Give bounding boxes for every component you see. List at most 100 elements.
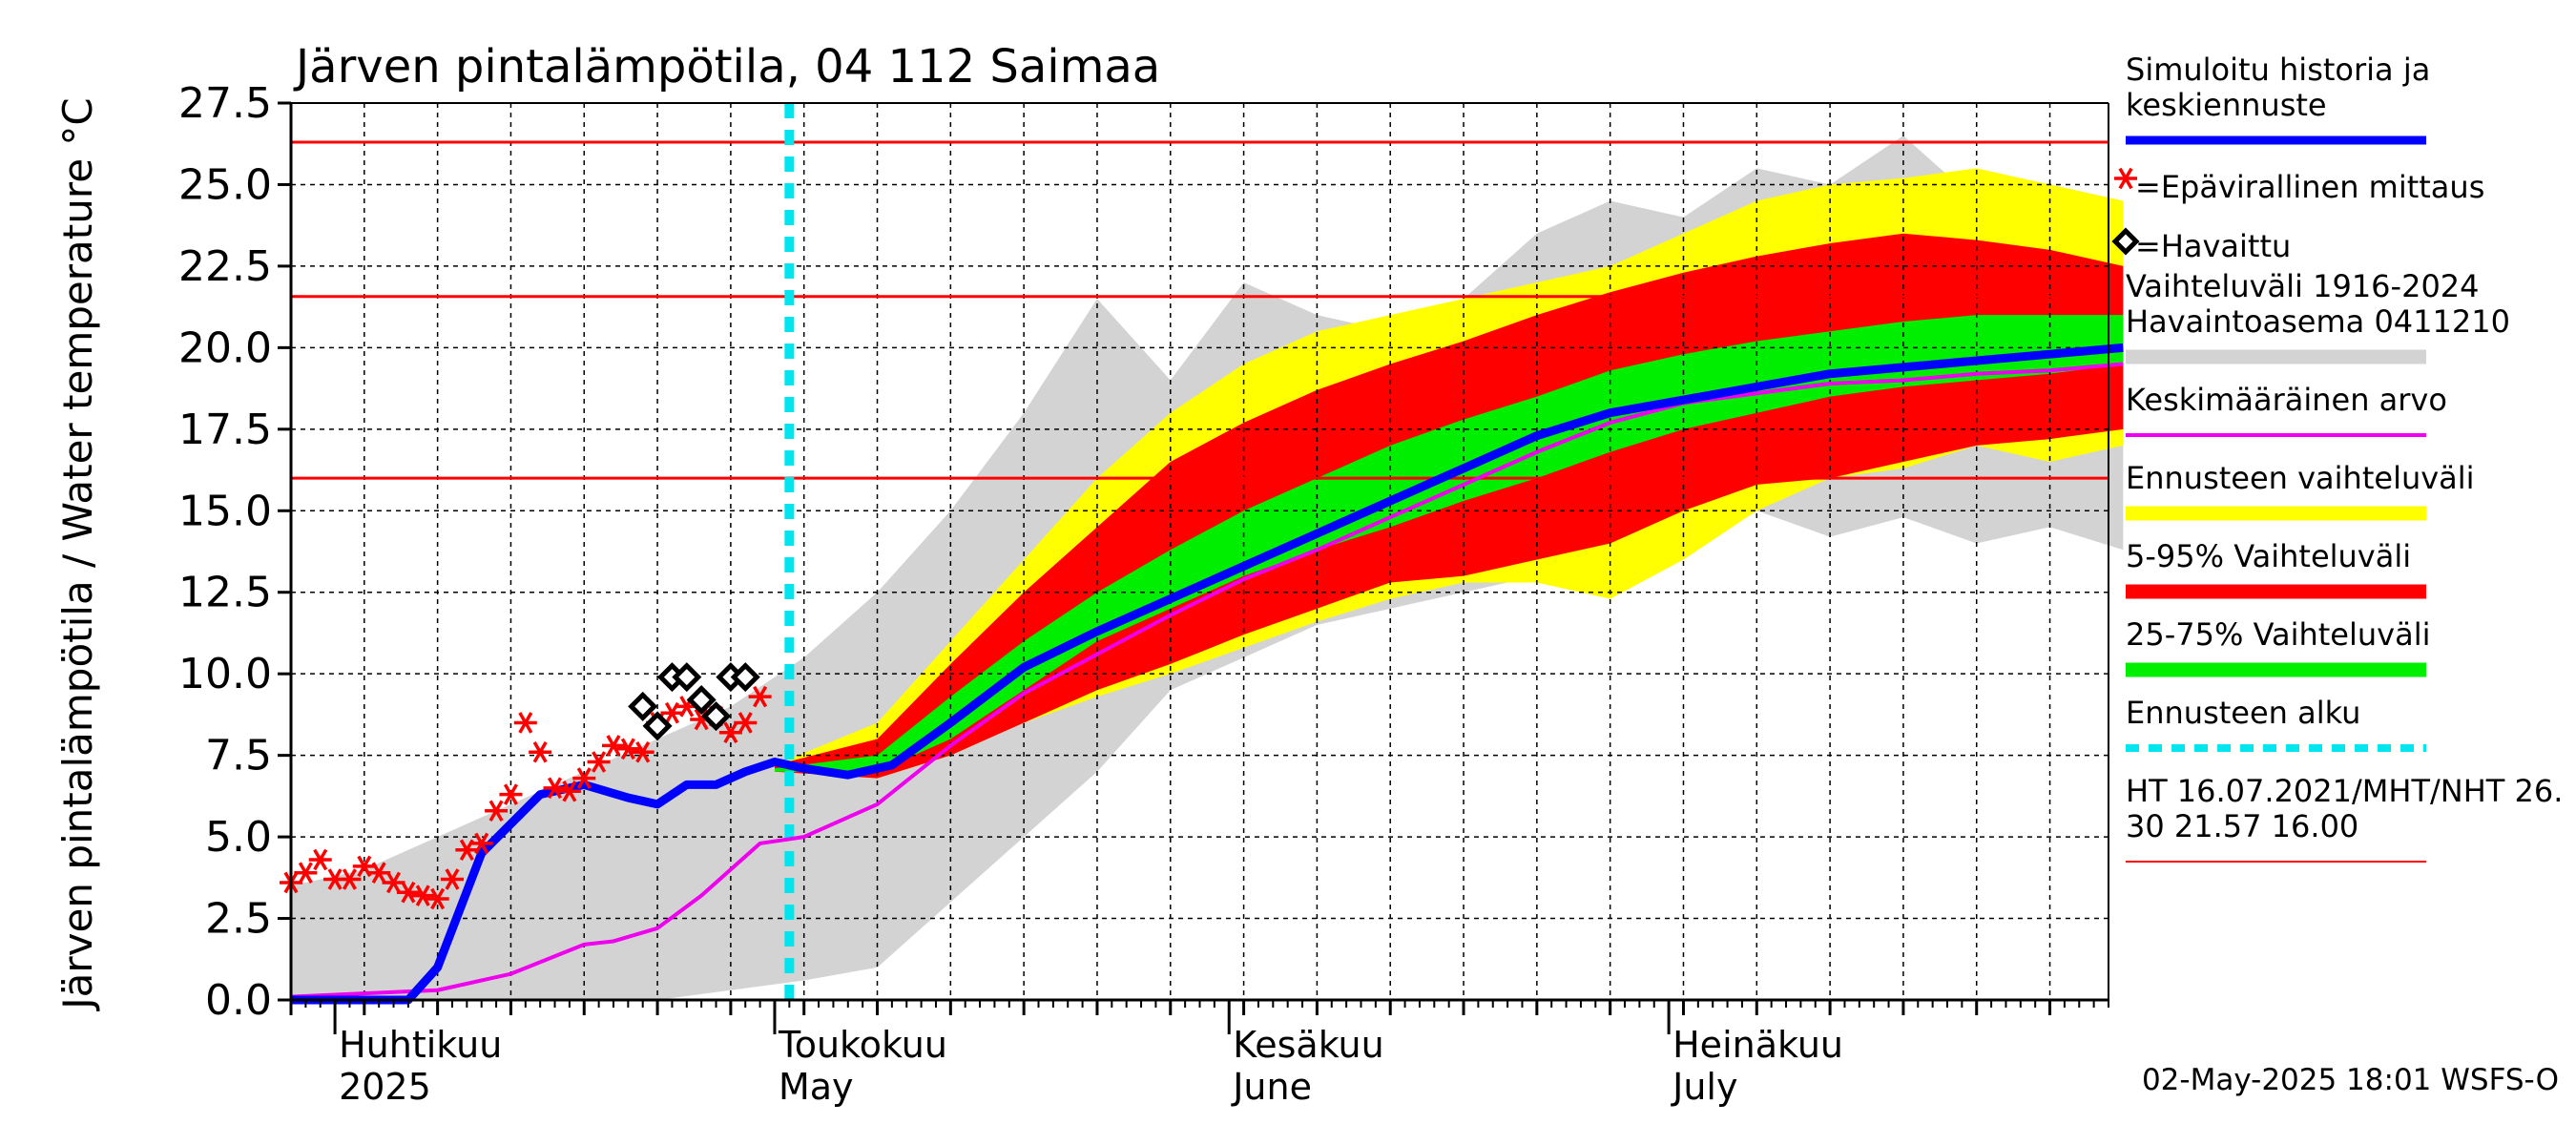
unofficial-measurement-point: [734, 712, 758, 734]
observation-point: [628, 691, 658, 721]
y-tick-label: 15.0: [178, 487, 272, 535]
data-markers: [280, 662, 772, 910]
legend-item: Ennusteen vaihteluväli: [2126, 460, 2475, 521]
unofficial-measurement-point: [469, 832, 493, 855]
star-stroke: [753, 685, 768, 708]
legend-item: =Havaittu: [2111, 227, 2291, 264]
unofficial-measurement-point: [572, 767, 596, 789]
unofficial-measurement-point: [367, 862, 391, 884]
legend-label: 5-95% Vaihteluväli: [2126, 538, 2411, 574]
star-stroke: [592, 751, 607, 773]
unofficial-measurement-point: [601, 735, 625, 757]
legend-label: keskiennuste: [2126, 87, 2327, 123]
y-tick-label: 17.5: [178, 406, 272, 454]
unofficial-measurement-point: [338, 868, 362, 890]
observation-point: [700, 701, 732, 732]
star-stroke: [548, 777, 563, 800]
legend-item: Keskimääräinen arvo: [2126, 382, 2447, 437]
month-label-fi: Huhtikuu: [339, 1024, 502, 1066]
y-tick-label: 2.5: [205, 895, 272, 944]
y-tick-label: 27.5: [178, 79, 272, 128]
unofficial-measurement-point: [587, 751, 611, 773]
star-stroke: [488, 800, 504, 822]
legend-item: HT 16.07.2021/MHT/NHT 26.30 21.57 16.00: [2126, 773, 2563, 863]
star-stroke: [723, 721, 738, 743]
unofficial-measurement-point: [440, 868, 464, 890]
legend-label: Ennusteen alku: [2126, 695, 2360, 731]
month-label-en: July: [1671, 1066, 1737, 1108]
legend-label: Ennusteen vaihteluväli: [2126, 460, 2475, 496]
chart-title: Järven pintalämpötila, 04 112 Saimaa: [293, 40, 1160, 94]
y-axis-label: Järven pintalämpötila / Water temperatur…: [54, 97, 101, 1011]
y-tick-label: 20.0: [178, 323, 272, 372]
unofficial-measurement-point: [411, 885, 435, 906]
month-label-fi: Kesäkuu: [1233, 1024, 1384, 1066]
unofficial-measurement-point: [294, 862, 318, 884]
y-tick-label: 25.0: [178, 160, 272, 209]
legend-star-icon: [2114, 167, 2137, 190]
average-value-line: [290, 362, 2124, 999]
unofficial-measurement-point: [631, 740, 654, 763]
star-stroke: [576, 767, 592, 789]
footer-timestamp: 02-May-2025 18:01 WSFS-O: [2142, 1063, 2559, 1097]
unofficial-measurement-point: [616, 738, 640, 760]
star-stroke: [386, 871, 402, 894]
legend-diamond-icon: [2111, 227, 2140, 256]
reference-lines: [291, 103, 2109, 1000]
star-stroke: [357, 855, 372, 878]
legend-item: 25-75% Vaihteluväli: [2126, 616, 2430, 677]
legend-label: Havaintoasema 0411210: [2126, 303, 2510, 340]
legend-label: Keskimääräinen arvo: [2126, 382, 2447, 418]
star-stroke: [635, 740, 651, 763]
observation-point: [686, 684, 717, 716]
unofficial-measurement-point: [543, 777, 567, 800]
y-tick-label: 0.0: [205, 976, 272, 1025]
unofficial-measurement-point: [557, 780, 581, 802]
observation-point: [642, 711, 673, 741]
unofficial-measurement-point: [718, 721, 742, 743]
star-stroke: [342, 868, 357, 890]
y-tick-label: 5.0: [205, 813, 272, 862]
star-stroke: [737, 712, 753, 734]
legend-label: HT 16.07.2021/MHT/NHT 26.: [2126, 773, 2563, 809]
observation-point: [730, 662, 760, 693]
unofficial-measurement-point: [396, 881, 420, 904]
legend-label: =Havaittu: [2135, 228, 2291, 264]
observation-point: [672, 662, 702, 693]
star-stroke: [430, 887, 446, 910]
star-stroke: [401, 881, 416, 904]
legend-label: 30 21.57 16.00: [2126, 808, 2358, 844]
unofficial-measurement-point: [499, 783, 523, 805]
star-stroke: [2118, 167, 2133, 190]
unofficial-measurement-point: [748, 685, 772, 708]
legend-item: Ennusteen alku: [2126, 695, 2426, 752]
month-label-en: 2025: [339, 1066, 431, 1108]
month-label-en: June: [1231, 1066, 1312, 1108]
month-label-fi: Toukokuu: [778, 1024, 947, 1066]
star-stroke: [606, 735, 621, 757]
star-stroke: [298, 862, 313, 884]
legend-label: 25-75% Vaihteluväli: [2126, 616, 2430, 653]
unofficial-measurement-point: [529, 740, 552, 763]
unofficial-measurement-point: [382, 871, 405, 894]
star-stroke: [503, 783, 518, 805]
star-stroke: [313, 848, 328, 871]
month-label-fi: Heinäkuu: [1672, 1024, 1843, 1066]
star-stroke: [620, 738, 635, 760]
star-stroke: [532, 740, 548, 763]
unofficial-measurement-point: [426, 887, 449, 910]
star-stroke: [518, 712, 533, 734]
unofficial-measurement-point: [308, 848, 332, 871]
unofficial-measurement-point: [513, 712, 537, 734]
star-stroke: [371, 862, 386, 884]
axes: 0.0 2.5 5.0 7.5 10.0 12.5 15.0 17.5 20.0 22.5 25.0…: [178, 79, 2109, 1108]
legend-label: Vaihteluväli 1916-2024: [2126, 268, 2480, 304]
legend-item: 5-95% Vaihteluväli: [2126, 538, 2426, 599]
unofficial-measurement-point: [485, 800, 509, 822]
y-tick-label: 22.5: [178, 242, 272, 291]
star-stroke: [562, 780, 577, 802]
legend-label: Simuloitu historia ja: [2126, 52, 2430, 88]
